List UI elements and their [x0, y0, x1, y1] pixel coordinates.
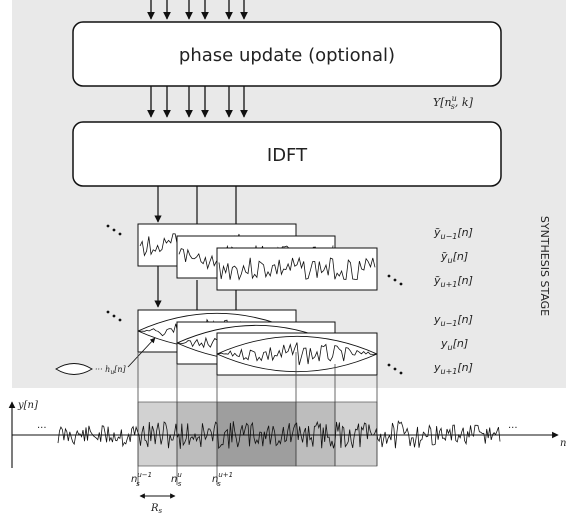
spectrum-label: Y[nu s, k] [433, 94, 474, 111]
window-envelope [216, 335, 378, 355]
n-axis-label: n [560, 438, 566, 449]
window-pointer [127, 337, 156, 368]
window-label: ··· hu[n] [95, 365, 126, 376]
window-envelope [216, 353, 378, 373]
idft-label: IDFT [267, 145, 308, 166]
label-y-next: yu+1[n] [433, 361, 473, 376]
label-ytilde-next: ỹu+1[n] [433, 274, 473, 289]
label-ytilde-current: ỹu[n] [440, 250, 468, 265]
frame-tilde-next-wave [218, 256, 376, 281]
frame-windowed-next [216, 332, 378, 376]
idft-block [72, 121, 502, 187]
time-mark-next: nu+1 s [212, 471, 233, 488]
label-y-prev: yu−1[n] [433, 313, 473, 328]
label-y-current: yu[n] [440, 337, 468, 352]
phase-update-label: phase update (optional) [179, 45, 395, 66]
hop-size-label: Rs [150, 503, 163, 515]
window-shape-icon [55, 363, 93, 375]
input-arrows [147, 0, 248, 20]
frame-tilde-next [216, 247, 378, 291]
frame-stack-windowed [137, 309, 378, 376]
spectrum-arrows [147, 86, 248, 118]
phase-update-block [72, 21, 502, 87]
window-legend: ··· hu[n] [55, 337, 156, 376]
frame-stack-tilde [137, 223, 378, 291]
ellipsis-right: ... [508, 420, 518, 431]
time-mark-current: nu s [171, 471, 182, 488]
time-mark-labels: nu−1 s nu s nu+1 s [131, 471, 233, 488]
y-axis-label: y[n] [17, 400, 38, 411]
overlap-shading [137, 401, 378, 467]
time-mark-prev: nu−1 s [131, 471, 152, 488]
frame-labels-windowed: yu−1[n] yu[n] yu+1[n] [433, 313, 473, 376]
output-signal [57, 420, 501, 450]
synthesis-stage-label: SYNTHESIS STAGE [538, 216, 551, 316]
ellipsis-dots [106, 224, 403, 375]
frame-guides [137, 352, 378, 485]
ellipsis-left: ... [37, 420, 47, 431]
hop-size: Rs [139, 493, 176, 515]
frame-labels-tilde: ỹu−1[n] ỹu[n] ỹu+1[n] [433, 226, 473, 289]
label-ytilde-prev: ỹu−1[n] [433, 226, 473, 241]
